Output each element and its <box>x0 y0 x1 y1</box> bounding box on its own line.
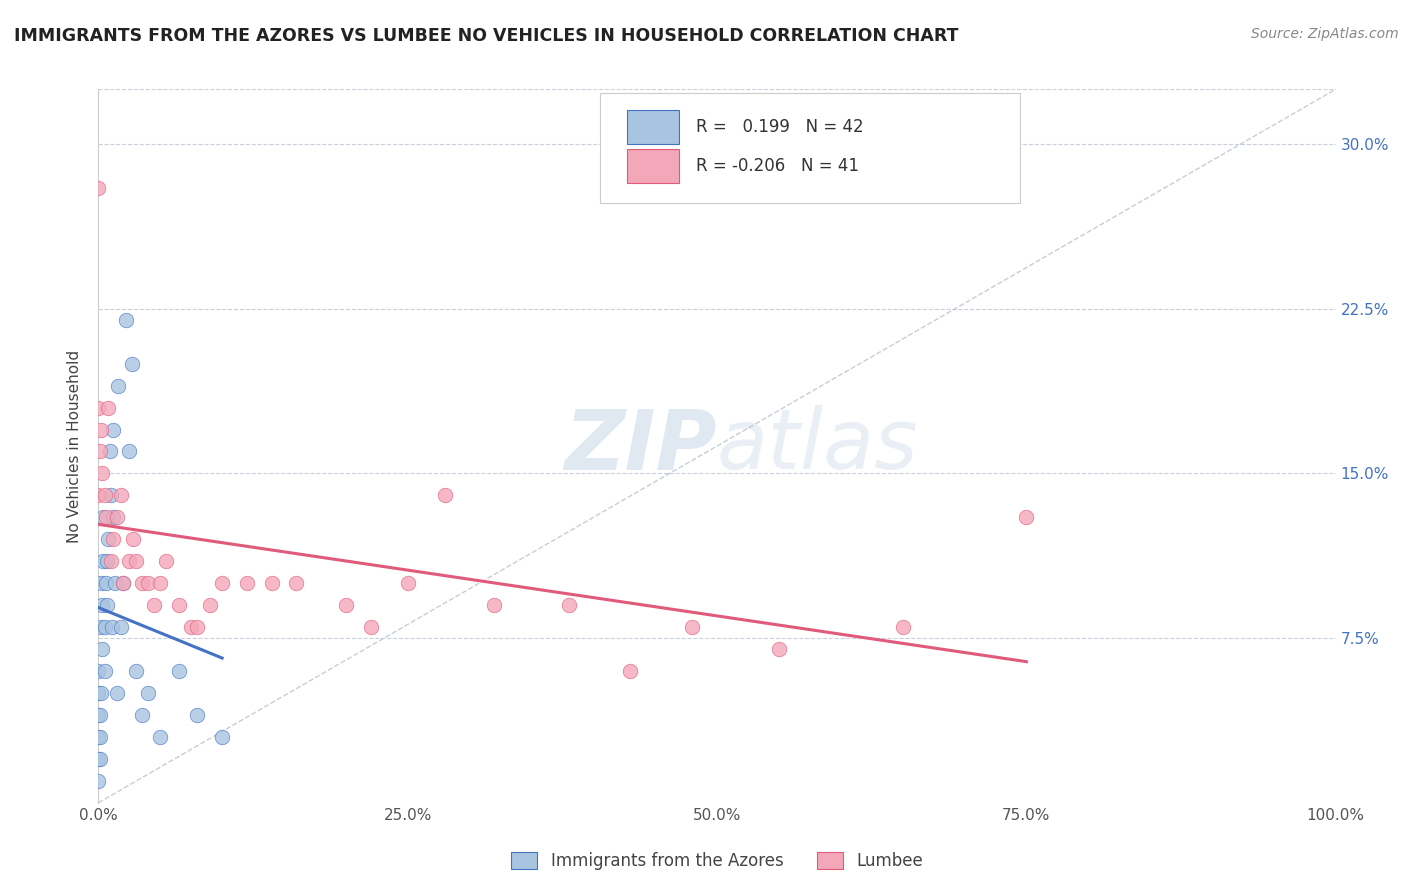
Point <box>236 576 259 591</box>
Point <box>87 708 110 723</box>
Point <box>124 664 146 678</box>
Point <box>118 444 141 458</box>
Text: R =   0.199   N = 42: R = 0.199 N = 42 <box>696 118 863 136</box>
Point <box>97 533 120 547</box>
Point <box>118 554 141 568</box>
Point <box>110 488 132 502</box>
Y-axis label: No Vehicles in Household: No Vehicles in Household <box>67 350 83 542</box>
Point <box>90 423 112 437</box>
Point <box>91 598 114 612</box>
Point <box>1015 510 1038 524</box>
Point <box>186 620 208 634</box>
Point <box>87 773 110 788</box>
Point <box>96 554 118 568</box>
Point <box>112 576 135 591</box>
Point <box>167 664 190 678</box>
Point <box>103 510 125 524</box>
FancyBboxPatch shape <box>599 93 1021 203</box>
Point <box>114 312 136 326</box>
Point <box>149 730 172 744</box>
Point <box>94 510 117 524</box>
Point <box>107 378 129 392</box>
Text: ZIP: ZIP <box>564 406 717 486</box>
Point <box>93 620 115 634</box>
Point <box>98 444 121 458</box>
Point <box>100 488 122 502</box>
Point <box>335 598 357 612</box>
Point <box>131 576 153 591</box>
Point <box>124 554 146 568</box>
Point <box>198 598 221 612</box>
Point <box>557 598 579 612</box>
Point <box>91 642 114 657</box>
Text: IMMIGRANTS FROM THE AZORES VS LUMBEE NO VEHICLES IN HOUSEHOLD CORRELATION CHART: IMMIGRANTS FROM THE AZORES VS LUMBEE NO … <box>14 27 959 45</box>
Point <box>681 620 703 634</box>
Point <box>167 598 190 612</box>
Point <box>103 576 125 591</box>
Point <box>90 620 112 634</box>
Point <box>87 401 110 415</box>
Point <box>360 620 382 634</box>
Text: Source: ZipAtlas.com: Source: ZipAtlas.com <box>1251 27 1399 41</box>
Legend: Immigrants from the Azores, Lumbee: Immigrants from the Azores, Lumbee <box>503 845 931 877</box>
Point <box>89 444 111 458</box>
Point <box>93 664 115 678</box>
Point <box>101 620 124 634</box>
Point <box>768 642 790 657</box>
Point <box>96 598 118 612</box>
Point <box>93 554 115 568</box>
Point <box>433 488 456 502</box>
Point <box>90 686 112 700</box>
Point <box>103 533 125 547</box>
Point <box>136 686 159 700</box>
Point <box>155 554 177 568</box>
Point <box>260 576 283 591</box>
Point <box>87 664 110 678</box>
Point <box>396 576 419 591</box>
Point <box>89 708 111 723</box>
Point <box>105 510 128 524</box>
Point <box>94 576 117 591</box>
Point <box>121 357 143 371</box>
Point <box>87 488 110 502</box>
Point <box>110 620 132 634</box>
Point <box>89 752 111 766</box>
Point <box>100 554 122 568</box>
Text: R = -0.206   N = 41: R = -0.206 N = 41 <box>696 157 859 175</box>
FancyBboxPatch shape <box>627 110 679 145</box>
Point <box>97 401 120 415</box>
Point <box>93 510 115 524</box>
Point <box>131 708 153 723</box>
Point <box>180 620 202 634</box>
Point <box>143 598 166 612</box>
Point <box>149 576 172 591</box>
Point <box>87 686 110 700</box>
Point <box>103 423 125 437</box>
Text: atlas: atlas <box>717 406 918 486</box>
Point <box>186 708 208 723</box>
Point <box>285 576 308 591</box>
Point <box>891 620 914 634</box>
Point <box>87 730 110 744</box>
Point <box>211 730 233 744</box>
FancyBboxPatch shape <box>627 149 679 184</box>
Point <box>105 686 128 700</box>
Point <box>112 576 135 591</box>
Point <box>87 752 110 766</box>
Point <box>87 181 110 195</box>
Point <box>90 576 112 591</box>
Point <box>91 467 114 481</box>
Point <box>619 664 641 678</box>
Point <box>484 598 506 612</box>
Point <box>93 488 115 502</box>
Point <box>136 576 159 591</box>
Point <box>122 533 145 547</box>
Point <box>89 730 111 744</box>
Point <box>211 576 233 591</box>
